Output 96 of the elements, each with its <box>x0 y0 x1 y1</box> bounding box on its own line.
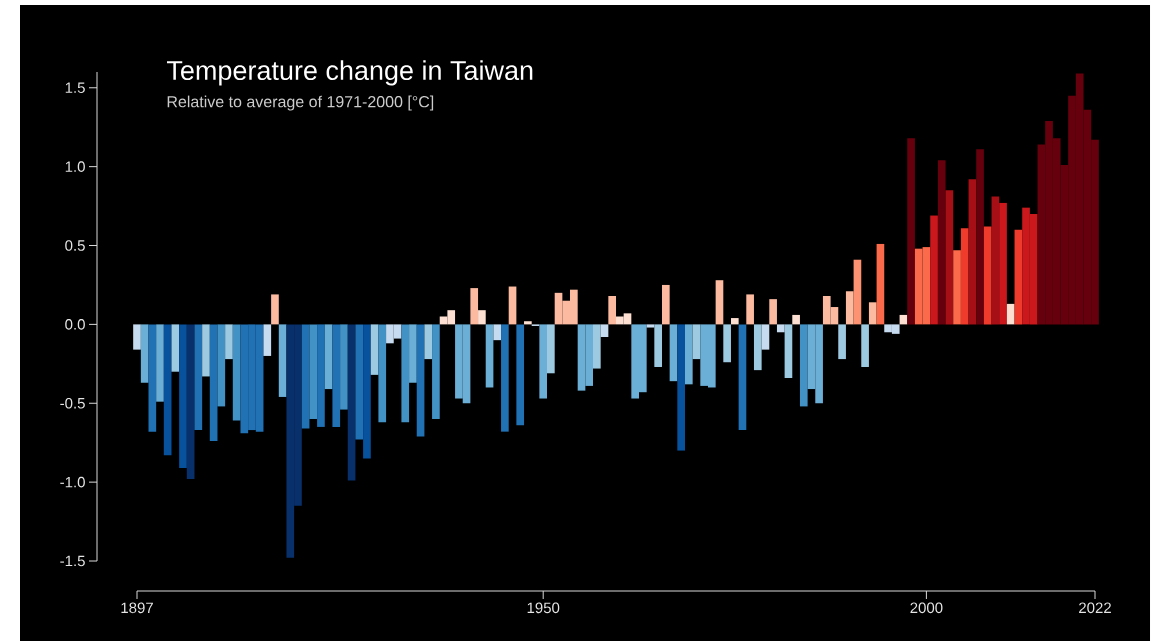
bar <box>761 324 770 350</box>
bar <box>156 324 164 402</box>
bar <box>861 324 869 367</box>
bar <box>799 324 808 407</box>
bar <box>324 324 333 390</box>
text: Relative to average of 1971-2000 [°C] <box>167 95 434 111</box>
bar <box>232 324 241 421</box>
x-tick-label: 1897 <box>121 602 153 614</box>
bar <box>470 288 479 325</box>
bar <box>784 324 793 379</box>
bar <box>753 324 762 371</box>
x-tick-label: 2000 <box>910 602 943 614</box>
bar <box>945 190 954 325</box>
bar <box>654 324 662 367</box>
bar <box>746 294 754 325</box>
bar <box>133 324 141 350</box>
bar <box>217 324 226 407</box>
bar <box>853 259 862 325</box>
y-tick-label: 0.5 <box>65 240 85 251</box>
bar <box>677 324 685 451</box>
bar <box>684 324 693 385</box>
bar <box>838 324 846 360</box>
bar <box>723 324 731 363</box>
bar <box>478 310 486 325</box>
bar <box>776 324 785 333</box>
x-tick-label: 1950 <box>527 602 560 614</box>
bar <box>309 324 318 420</box>
bar <box>194 324 203 431</box>
bar <box>999 202 1007 325</box>
bar <box>225 324 233 360</box>
bar <box>769 299 777 325</box>
bar <box>485 324 494 388</box>
bar <box>186 324 195 479</box>
bar <box>271 294 279 325</box>
bar <box>301 324 310 429</box>
bar <box>401 324 410 423</box>
bar <box>340 324 348 410</box>
bar <box>930 215 938 325</box>
bar <box>715 280 724 325</box>
bar <box>983 226 992 325</box>
bar <box>163 324 172 456</box>
bar <box>516 324 525 426</box>
bar <box>140 324 149 383</box>
bar <box>209 324 218 442</box>
x-tick-label: 2022 <box>1079 602 1111 614</box>
bar <box>278 324 287 397</box>
y-tick-label: -1.0 <box>60 476 85 488</box>
bar <box>378 324 387 423</box>
bar <box>263 324 272 356</box>
bar <box>347 324 356 481</box>
bar <box>738 324 747 431</box>
bar <box>1006 303 1015 325</box>
bar <box>792 314 800 325</box>
bar <box>547 324 555 374</box>
bar <box>907 138 915 325</box>
bar <box>148 324 157 432</box>
bar <box>416 324 425 437</box>
bar <box>432 324 440 420</box>
bar <box>593 324 601 369</box>
bar <box>202 324 210 377</box>
y-tick-label: 1.0 <box>65 161 85 172</box>
bar <box>730 318 739 325</box>
bar <box>661 284 670 325</box>
bar <box>608 295 616 325</box>
bar <box>539 324 548 399</box>
bar <box>646 324 655 328</box>
bar <box>171 324 180 372</box>
bar <box>370 324 379 375</box>
bar <box>876 243 885 325</box>
bar <box>1014 229 1023 325</box>
bar <box>692 324 701 360</box>
bar <box>179 324 187 468</box>
y-tick-label: -0.5 <box>60 397 85 409</box>
bar <box>493 324 502 341</box>
chart-title: Temperature change in Taiwan <box>166 60 533 86</box>
bar <box>968 179 977 325</box>
bar <box>976 149 984 325</box>
bar <box>600 324 609 337</box>
y-tick-label: 1.5 <box>65 82 85 93</box>
y-tick-label: 0.0 <box>65 319 85 330</box>
bar <box>524 321 532 325</box>
bar <box>363 324 371 459</box>
bar <box>845 291 854 325</box>
bar <box>937 160 946 325</box>
bar <box>424 324 433 360</box>
bar <box>669 324 678 382</box>
bar <box>332 324 341 427</box>
bar <box>991 196 1000 325</box>
bar <box>960 228 969 325</box>
bar <box>409 324 417 383</box>
y-tick-label: -1.5 <box>60 555 85 567</box>
bar <box>355 324 364 440</box>
bar <box>317 324 325 427</box>
bar <box>501 324 509 432</box>
bar <box>868 302 877 325</box>
bar <box>953 250 961 325</box>
